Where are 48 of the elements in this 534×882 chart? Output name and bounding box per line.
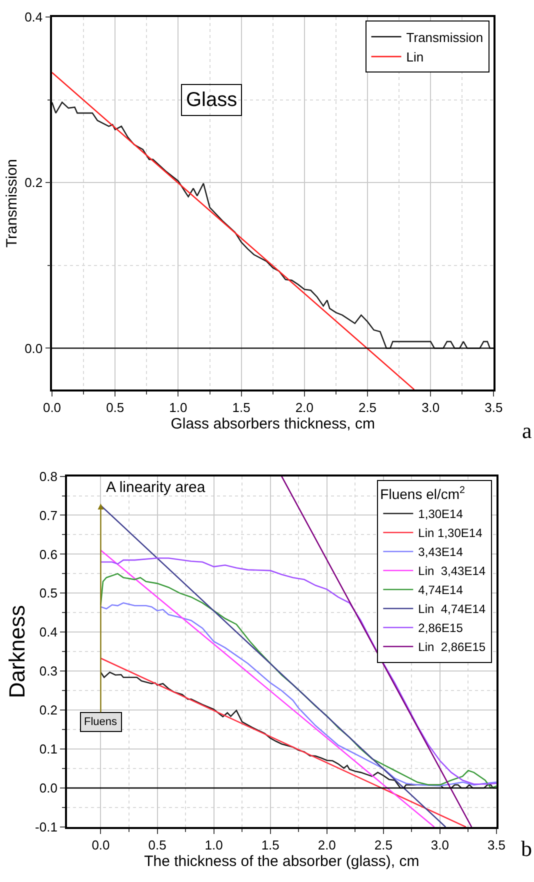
x-axis-title: Glass absorbers thickness, cm [170, 415, 375, 432]
y-tick-label: 0.3 [39, 664, 58, 679]
legend-label: Lin 3,43E14 [418, 564, 486, 578]
legend-label: 3,43E14 [418, 545, 464, 560]
legend-label: 1,30E14 [418, 507, 464, 522]
legend-label: 2,86E15 [418, 621, 464, 636]
legend-label: 4,74E14 [418, 583, 464, 598]
x-tick-label: 2.0 [318, 837, 336, 852]
x-tick-label: 3.0 [430, 837, 449, 852]
legend-label: Lin 1,30E14 [418, 526, 483, 540]
y-tick-label: 0.6 [39, 546, 58, 562]
legend-label: Lin [406, 50, 424, 65]
y-tick-label: 0.0 [39, 780, 58, 796]
x-tick-label: 3.5 [484, 400, 503, 415]
x-tick-label: 2.0 [295, 400, 314, 415]
y-tick-label: 0.4 [39, 624, 58, 640]
y-tick-label: 0.2 [24, 175, 43, 190]
x-axis-title: The thickness of the absorber (glass), cm [144, 852, 420, 870]
x-tick-label: 2.5 [358, 400, 377, 415]
y-tick-label: 0.5 [39, 586, 58, 601]
legend-label: Lin 4,74E14 [418, 602, 486, 616]
y-tick-label: 0.4 [24, 10, 43, 25]
y-tick-label: 0.8 [39, 468, 58, 484]
y-tick-label: -0.1 [35, 820, 58, 835]
legend-label: Transmission [406, 30, 484, 45]
text: b [521, 836, 532, 861]
x-tick-label: 0.5 [148, 837, 166, 852]
annotation: Fluens [84, 716, 118, 728]
x-tick-label: 1.0 [169, 400, 188, 415]
y-tick-label: 0.1 [39, 742, 58, 757]
y-axis-title: Darkness [4, 605, 30, 698]
x-tick-label: 3.0 [422, 400, 440, 415]
y-tick-label: 0.2 [39, 702, 58, 718]
y-axis-title: Transmission [3, 158, 20, 248]
annotation: A linearity area [106, 479, 206, 496]
x-tick-label: 0.5 [106, 400, 124, 415]
x-tick-label: 3.5 [487, 837, 506, 852]
x-tick-label: 1.5 [232, 400, 250, 415]
legend-title: Fluens el/cm$^{2}$ [380, 485, 465, 502]
x-tick-label: 1.0 [204, 837, 223, 852]
x-tick-label: 0.0 [92, 837, 110, 852]
y-tick-label: 0.7 [39, 508, 58, 523]
annotation: Glass [186, 89, 238, 111]
legend-label: Lin 2,86E15 [418, 640, 486, 654]
x-tick-label: 1.5 [261, 837, 280, 852]
text: a [522, 418, 532, 443]
x-tick-label: 2.5 [374, 837, 392, 852]
y-tick-label: 0.0 [24, 340, 43, 356]
